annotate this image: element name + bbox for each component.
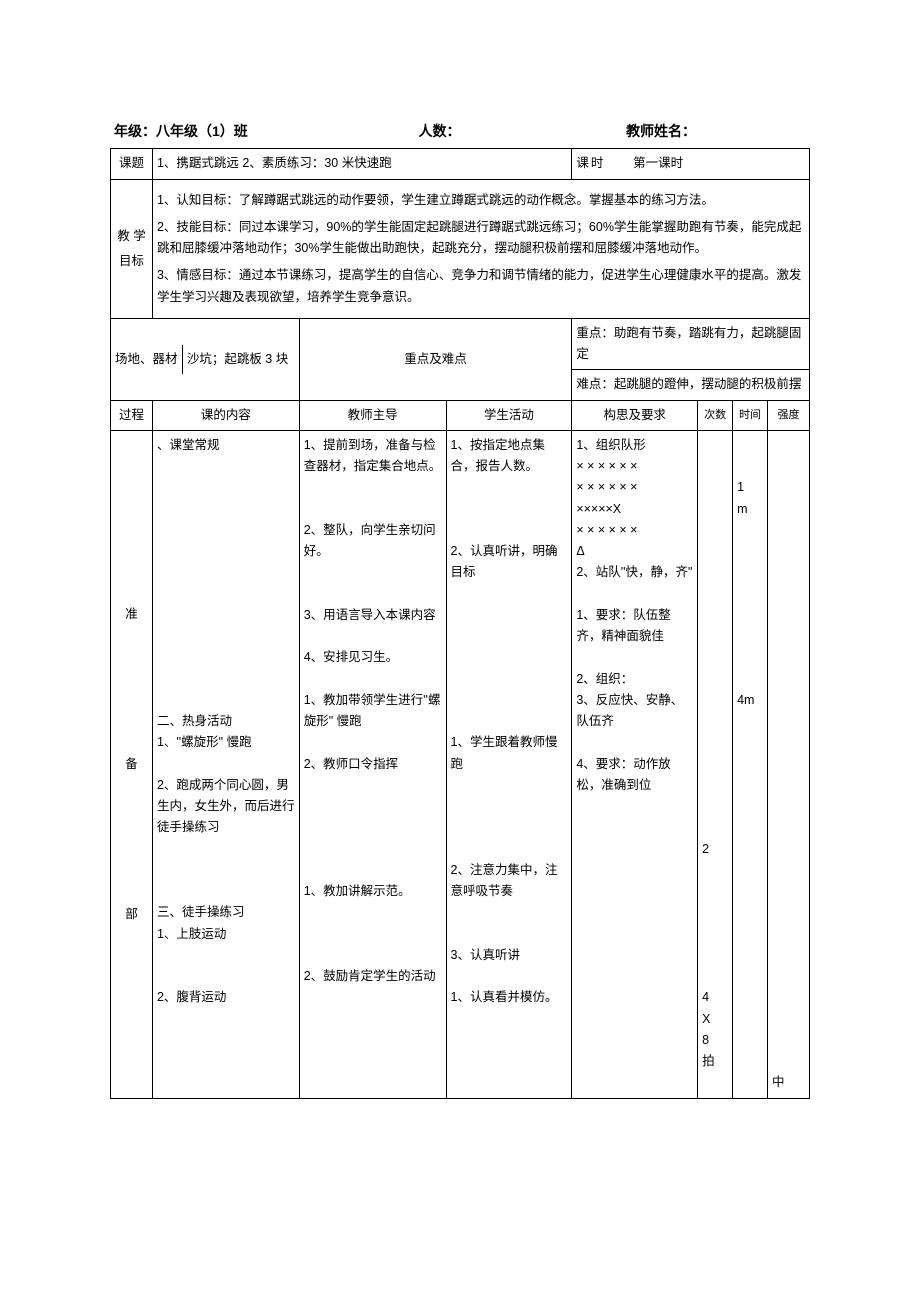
- field-label: 场地、器材: [111, 345, 182, 374]
- grade-label: 年级：八年级（1）班: [114, 120, 418, 142]
- count-label: 人数：: [418, 120, 626, 142]
- goals-label: 教 学目标: [111, 179, 153, 318]
- focus-line-2: 难点：起跳腿的蹬伸，摆动腿的积极前摆: [572, 370, 809, 400]
- field-content: 沙坑；起跳板 3 块: [182, 345, 298, 374]
- prep-count: 2 4 X 8 拍: [698, 430, 733, 1098]
- focus-label: 重点及难点: [299, 318, 572, 400]
- prep-time: 1 m 4m: [733, 430, 768, 1098]
- topic-content: 1、携踞式跳远 2、素质练习：30 米快速跑: [152, 149, 571, 179]
- topic-label: 课题: [111, 149, 153, 179]
- col-org: 构思及要求: [572, 400, 698, 430]
- period-label: 课时: [576, 156, 605, 170]
- prep-student: 1、按指定地点集合，报告人数。 2、认真听讲，明确目标 1、学生跟着教师慢跑 2…: [446, 430, 572, 1098]
- row-goals: 教 学目标 1、认知目标：了解蹲踞式跳远的动作要领，学生建立蹲踞式跳远的动作概念…: [111, 179, 810, 318]
- goal-1: 1、认知目标：了解蹲踞式跳远的动作要领，学生建立蹲踞式跳远的动作概念。掌握基本的…: [157, 190, 805, 211]
- row-topic: 课题 1、携踞式跳远 2、素质练习：30 米快速跑 课时 第一课时: [111, 149, 810, 179]
- col-time: 时间: [733, 400, 768, 430]
- goal-2: 2、技能目标：同过本课学习，90%的学生能固定起跳腿进行蹲踞式跳远练习；60%学…: [157, 217, 805, 260]
- focus-line-1: 重点：助跑有节奏，踏跳有力，起跳腿固定: [572, 319, 809, 370]
- row-prep: 准 备 部 、课堂常规 二、热身活动 1、''螺旋形" 慢跑 2、跑成两个同心圆…: [111, 430, 810, 1098]
- period-value: 第一课时: [633, 156, 683, 170]
- lesson-plan-table: 课题 1、携踞式跳远 2、素质练习：30 米快速跑 课时 第一课时 教 学目标 …: [110, 148, 810, 1098]
- teacher-label: 教师姓名：: [626, 120, 806, 142]
- header-bar: 年级：八年级（1）班 人数： 教师姓名：: [110, 120, 810, 148]
- col-count: 次数: [698, 400, 733, 430]
- goal-3: 3、情感目标：通过本节课练习，提高学生的自信心、竞争力和调节情绪的能力，促进学生…: [157, 265, 805, 308]
- focus-content: 重点：助跑有节奏，踏跳有力，起跳腿固定 难点：起跳腿的蹬伸，摆动腿的积极前摆: [572, 318, 810, 400]
- col-content: 课的内容: [152, 400, 299, 430]
- row-columns-header: 过程 课的内容 教师主导 学生活动 构思及要求 次数 时间 强度: [111, 400, 810, 430]
- col-process: 过程: [111, 400, 153, 430]
- topic-period: 课时 第一课时: [572, 149, 810, 179]
- prep-process: 准 备 部: [111, 430, 153, 1098]
- col-student: 学生活动: [446, 400, 572, 430]
- col-intensity: 强度: [768, 400, 810, 430]
- goals-content: 1、认知目标：了解蹲踞式跳远的动作要领，学生建立蹲踞式跳远的动作概念。掌握基本的…: [152, 179, 809, 318]
- prep-teacher: 1、提前到场，准备与检查器材，指定集合地点。 2、整队，向学生亲切问好。 3、用…: [299, 430, 446, 1098]
- prep-content: 、课堂常规 二、热身活动 1、''螺旋形" 慢跑 2、跑成两个同心圆，男生内，女…: [152, 430, 299, 1098]
- row-field: 场地、器材 沙坑；起跳板 3 块 重点及难点 重点：助跑有节奏，踏跳有力，起跳腿…: [111, 318, 810, 400]
- col-teacher: 教师主导: [299, 400, 446, 430]
- prep-org: 1、组织队形 × × × × × × × × × × × × ×××××X × …: [572, 430, 698, 1098]
- field-cell: 场地、器材 沙坑；起跳板 3 块: [111, 318, 300, 400]
- prep-intensity: 中: [768, 430, 810, 1098]
